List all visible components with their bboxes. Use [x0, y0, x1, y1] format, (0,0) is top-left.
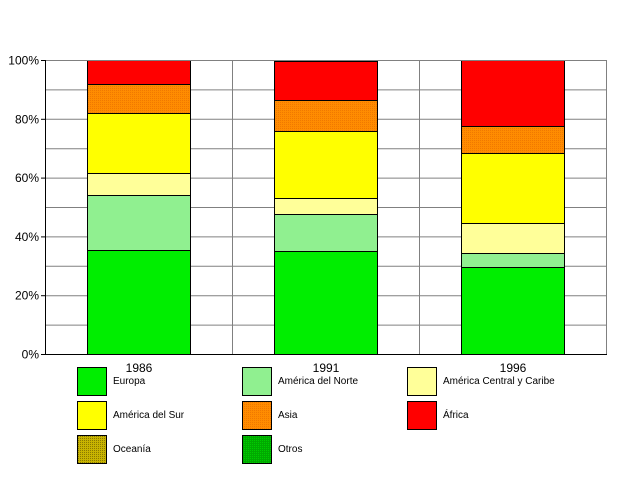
y-tick-label: 20% [15, 289, 39, 303]
x-tick-label: 1996 [500, 361, 527, 375]
y-tick-label: 0% [22, 348, 40, 362]
bar-segment-am-rica-central-y-caribe-1991 [274, 198, 378, 215]
legend-swatch--frica [407, 401, 437, 430]
y-tick-label: 100% [8, 54, 39, 68]
legend-label-otros: Otros [278, 444, 302, 455]
bar-segment-am-rica-del-norte-1991 [274, 214, 378, 252]
bar-segment-am-rica-del-sur-1986 [87, 113, 191, 174]
bar-segment-am-rica-del-sur-1991 [274, 131, 378, 199]
legend-label-europa: Europa [113, 376, 146, 387]
bar-segment-europa-1986 [87, 250, 191, 355]
bar-segment-am-rica-del-sur-1996 [461, 153, 565, 224]
bar-segment-am-rica-del-norte-1996 [461, 253, 565, 268]
bar-segment-europa-1996 [461, 267, 565, 355]
bar-segment-am-rica-central-y-caribe-1996 [461, 223, 565, 254]
legend-label-ocean-a: Oceanía [113, 444, 151, 455]
legend-label-am-rica-del-norte: América del Norte [278, 376, 358, 387]
bar-segment-am-rica-central-y-caribe-1986 [87, 173, 191, 196]
legend-label--frica: África [443, 408, 469, 421]
legend-swatch-europa [77, 367, 107, 396]
x-tick-label: 1991 [313, 361, 340, 375]
y-tick-label: 40% [15, 230, 39, 244]
legend-label-am-rica-central-y-caribe: América Central y Caribe [443, 376, 555, 387]
bar-segment--frica-1991 [274, 61, 378, 101]
plot-area: 0% 20% 40% 60% 80% 100% 1986 1991 1996 [8, 54, 607, 375]
y-tick-label: 60% [15, 171, 39, 185]
bar-segment-asia-1996 [461, 126, 565, 154]
bar-segment-am-rica-del-norte-1986 [87, 195, 191, 251]
legend-swatch-ocean-a [77, 435, 107, 464]
legend-swatch-am-rica-del-norte [242, 367, 272, 396]
legend-swatch-otros [242, 435, 272, 464]
legend-label-asia: Asia [278, 410, 298, 421]
bar-segment-asia-1986 [87, 84, 191, 114]
x-tick-label: 1986 [126, 361, 153, 375]
bar-segment--frica-1986 [87, 60, 191, 85]
legend-label-am-rica-del-sur: América del Sur [113, 410, 185, 421]
legend-swatch-am-rica-del-sur [77, 401, 107, 430]
legend-swatch-asia [242, 401, 272, 430]
bar-segment-europa-1991 [274, 251, 378, 355]
y-tick-label: 80% [15, 112, 39, 126]
legend: Europa América del Norte América Central y… [77, 367, 555, 464]
legend-swatch-am-rica-central-y-caribe [407, 367, 437, 396]
bar-segment--frica-1996 [461, 60, 565, 127]
bar-segment-asia-1991 [274, 100, 378, 132]
